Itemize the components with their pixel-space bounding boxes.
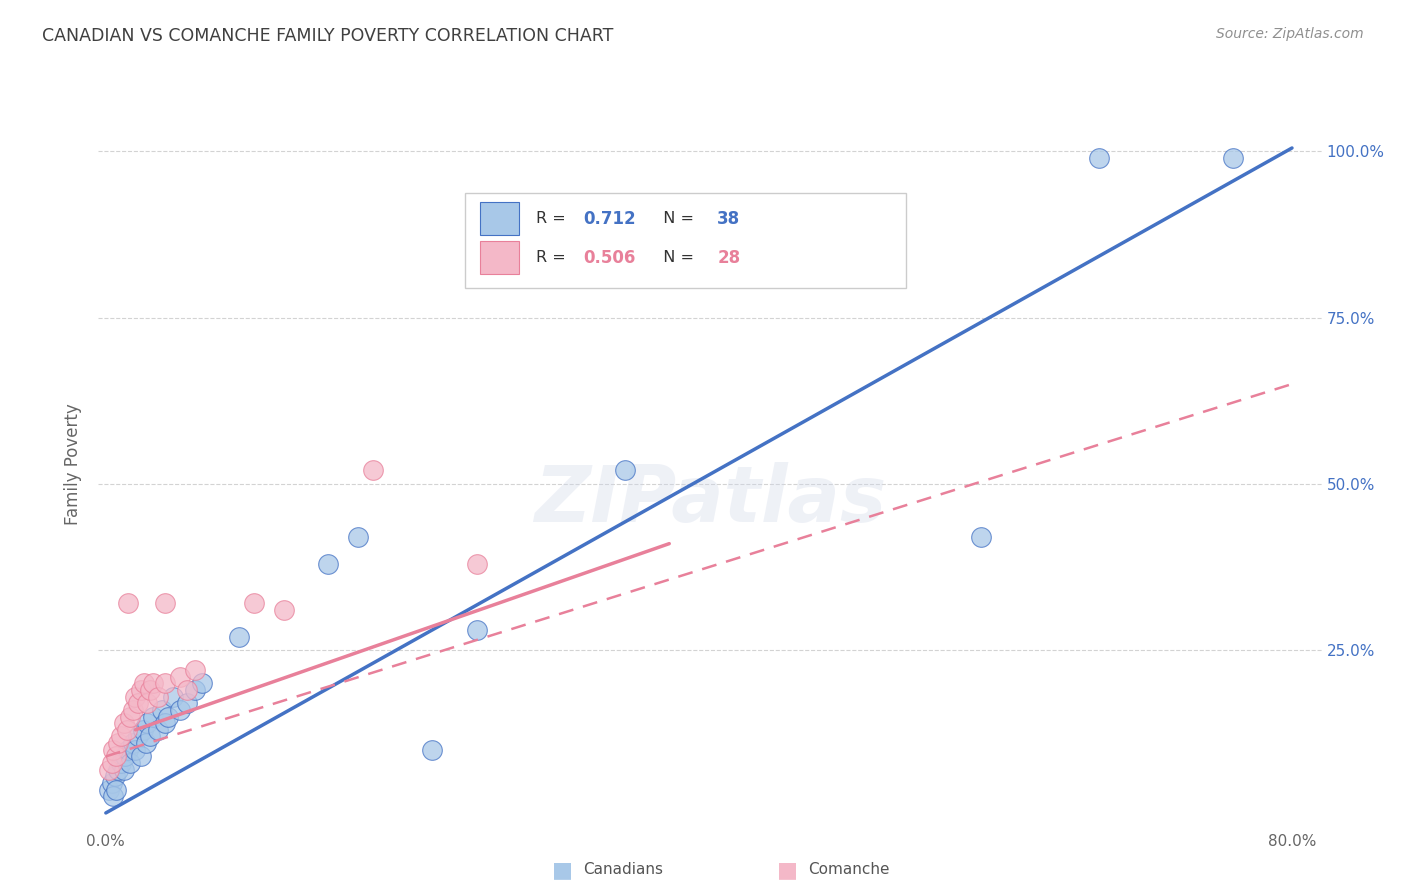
Text: 0.506: 0.506 bbox=[583, 249, 636, 267]
Text: CANADIAN VS COMANCHE FAMILY POVERTY CORRELATION CHART: CANADIAN VS COMANCHE FAMILY POVERTY CORR… bbox=[42, 27, 613, 45]
Point bbox=[131, 749, 153, 764]
Point bbox=[153, 676, 176, 690]
Text: 0.712: 0.712 bbox=[583, 210, 636, 227]
Point bbox=[142, 709, 165, 723]
Point bbox=[169, 703, 191, 717]
FancyBboxPatch shape bbox=[479, 202, 519, 235]
Point bbox=[176, 696, 198, 710]
Text: 28: 28 bbox=[717, 249, 741, 267]
Point bbox=[131, 682, 153, 697]
Point bbox=[107, 736, 129, 750]
Point bbox=[228, 630, 250, 644]
Text: R =: R = bbox=[536, 211, 571, 227]
Point bbox=[969, 530, 991, 544]
Point bbox=[139, 682, 162, 697]
Text: ZIPatlas: ZIPatlas bbox=[534, 462, 886, 539]
Point bbox=[112, 763, 135, 777]
Point bbox=[136, 696, 159, 710]
Point bbox=[162, 690, 184, 704]
Point bbox=[465, 623, 488, 637]
Point bbox=[273, 603, 295, 617]
Point bbox=[146, 690, 169, 704]
Point bbox=[132, 723, 155, 737]
Text: N =: N = bbox=[652, 211, 699, 227]
Point bbox=[118, 756, 141, 770]
Y-axis label: Family Poverty: Family Poverty bbox=[65, 403, 83, 524]
Point bbox=[169, 670, 191, 684]
Text: Comanche: Comanche bbox=[808, 863, 890, 877]
Point bbox=[100, 756, 122, 770]
Point bbox=[121, 703, 143, 717]
Point bbox=[135, 736, 157, 750]
Point bbox=[184, 682, 207, 697]
Point bbox=[115, 723, 138, 737]
Point bbox=[243, 597, 266, 611]
FancyBboxPatch shape bbox=[465, 194, 905, 288]
Point bbox=[110, 756, 132, 770]
Point bbox=[316, 557, 339, 571]
Text: 38: 38 bbox=[717, 210, 741, 227]
Point bbox=[420, 743, 443, 757]
Point bbox=[184, 663, 207, 677]
Point bbox=[97, 763, 120, 777]
Point bbox=[127, 730, 149, 744]
Text: Canadians: Canadians bbox=[583, 863, 664, 877]
Point bbox=[105, 782, 128, 797]
Point bbox=[127, 696, 149, 710]
Point bbox=[134, 676, 156, 690]
Point bbox=[153, 597, 176, 611]
Point bbox=[117, 597, 139, 611]
Point bbox=[136, 716, 159, 731]
Point bbox=[157, 709, 180, 723]
Point bbox=[139, 730, 162, 744]
Point bbox=[150, 703, 173, 717]
Point bbox=[191, 676, 214, 690]
Point bbox=[103, 743, 125, 757]
Text: N =: N = bbox=[652, 250, 699, 265]
Point bbox=[142, 676, 165, 690]
Point bbox=[97, 782, 120, 797]
FancyBboxPatch shape bbox=[479, 241, 519, 274]
Point bbox=[465, 557, 488, 571]
Point bbox=[114, 749, 136, 764]
Text: ■: ■ bbox=[553, 860, 572, 880]
Text: ■: ■ bbox=[778, 860, 797, 880]
Point bbox=[124, 743, 146, 757]
Point bbox=[103, 789, 125, 804]
Point bbox=[110, 730, 132, 744]
Point bbox=[153, 716, 176, 731]
Point bbox=[176, 682, 198, 697]
Point bbox=[117, 743, 139, 757]
Point bbox=[112, 716, 135, 731]
Point bbox=[100, 776, 122, 790]
Point bbox=[361, 463, 384, 477]
Point bbox=[121, 736, 143, 750]
Point bbox=[146, 723, 169, 737]
Point bbox=[118, 709, 141, 723]
Point bbox=[124, 690, 146, 704]
Point bbox=[107, 763, 129, 777]
Point bbox=[1222, 151, 1244, 165]
Text: R =: R = bbox=[536, 250, 571, 265]
Point bbox=[1088, 151, 1111, 165]
Point bbox=[613, 463, 636, 477]
Point bbox=[105, 749, 128, 764]
Point bbox=[347, 530, 370, 544]
Point bbox=[104, 769, 127, 783]
Text: Source: ZipAtlas.com: Source: ZipAtlas.com bbox=[1216, 27, 1364, 41]
